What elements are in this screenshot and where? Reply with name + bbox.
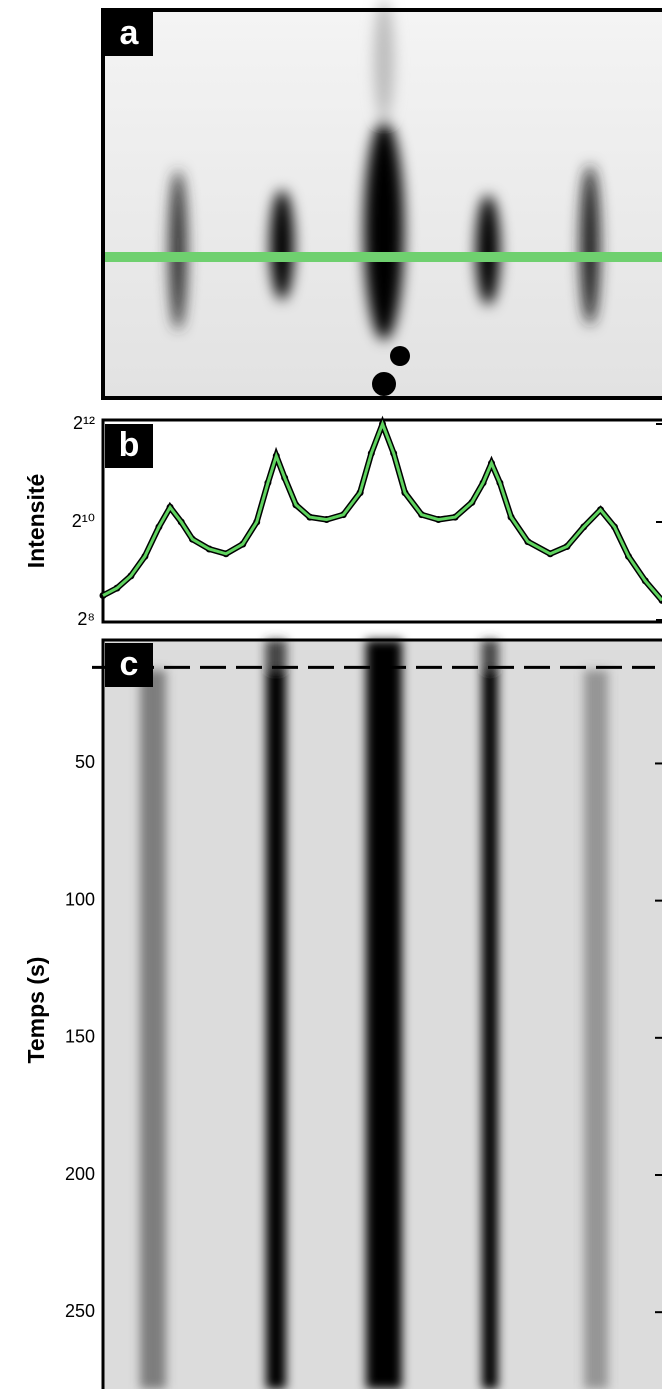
y-tick-label: 2¹² — [73, 413, 95, 433]
panel-label: a — [120, 14, 140, 52]
y-tick-label: 150 — [65, 1027, 95, 1047]
y-axis-label: Temps (s) — [23, 957, 49, 1064]
profile-line — [103, 252, 662, 262]
panel-label: b — [119, 426, 140, 464]
y-tick-label: 100 — [65, 889, 95, 909]
panel-c — [103, 640, 662, 1389]
y-tick-label: 2⁸ — [77, 609, 95, 629]
y-tick-label: 200 — [65, 1164, 95, 1184]
y-tick-label: 250 — [65, 1301, 95, 1321]
panel-a: a — [103, 0, 662, 398]
panel-frame — [103, 420, 662, 622]
y-tick-label: 2¹⁰ — [72, 511, 95, 531]
y-axis-label: Intensité — [23, 474, 49, 569]
y-tick-label: 50 — [75, 752, 95, 772]
panel-label: c — [120, 645, 139, 683]
panel-b — [103, 420, 662, 622]
